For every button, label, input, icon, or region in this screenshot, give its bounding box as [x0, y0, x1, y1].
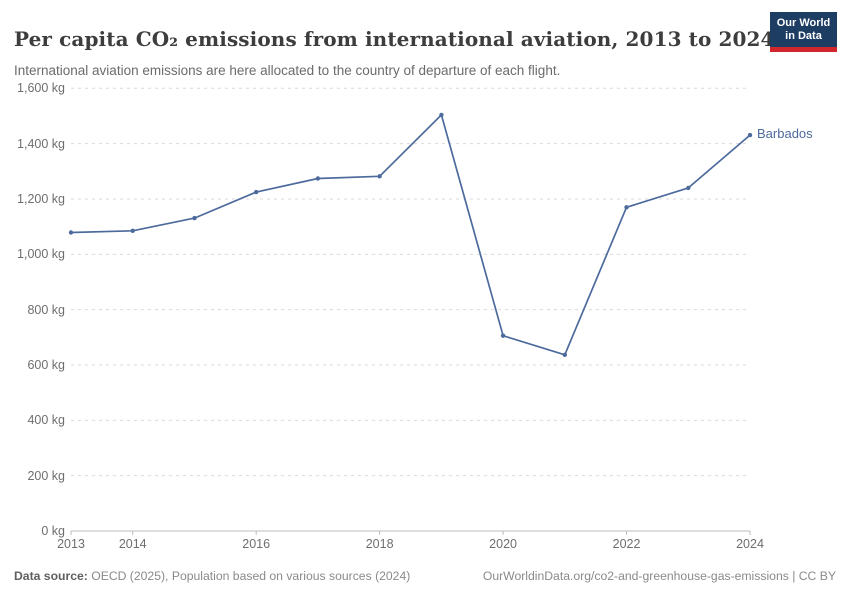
data-point-2020	[500, 333, 506, 338]
x-axis-tick-label: 2013	[57, 537, 85, 551]
x-axis-tick-label: 2022	[612, 537, 641, 551]
data-source-text: OECD (2025), Population based on various…	[87, 569, 411, 583]
owid-logo-line1: Our World	[776, 17, 831, 29]
data-point-2024	[747, 132, 753, 138]
chart-title: Per capita CO₂ emissions from internatio…	[14, 27, 775, 52]
series-line-barbados	[70, 114, 751, 356]
owid-logo-line2: in Data	[785, 30, 822, 42]
data-point-2021	[562, 352, 567, 357]
x-axis-tick-label: 2024	[736, 537, 764, 551]
x-axis-tick-label: 2016	[242, 537, 271, 551]
x-axis-tick-label: 2020	[489, 537, 517, 551]
data-point-2013	[68, 230, 74, 235]
data-point-2017	[315, 176, 321, 181]
data-point-2019	[439, 112, 444, 118]
x-axis-tick-label: 2014	[118, 537, 147, 551]
y-axis-tick-label: 1,200 kg	[17, 191, 65, 206]
data-point-2016	[254, 189, 259, 195]
chart-subtitle: International aviation emissions are her…	[14, 62, 561, 78]
data-point-2018	[377, 174, 382, 179]
y-axis-tick-label: 400 kg	[27, 413, 65, 428]
y-axis-tick-label: 800 kg	[27, 302, 65, 317]
series-end-label-barbados: Barbados	[757, 126, 813, 142]
data-point-2022	[624, 205, 629, 210]
y-axis-tick-label: 1,000 kg	[17, 247, 65, 262]
data-source-label: Data source:	[14, 569, 88, 583]
x-axis-tick-label: 2018	[365, 537, 394, 551]
owid-logo[interactable]: Our World in Data	[770, 12, 837, 52]
credit-link[interactable]: OurWorldinData.org/co2-and-greenhouse-ga…	[482, 569, 836, 583]
y-axis-tick-label: 600 kg	[27, 357, 65, 372]
data-source-note: Data source: OECD (2025), Population bas…	[14, 569, 410, 583]
data-point-2023	[686, 185, 691, 191]
y-axis-tick-label: 0 kg	[41, 524, 65, 538]
y-axis-tick-label: 1,400 kg	[17, 136, 65, 151]
data-point-2014	[130, 228, 135, 233]
y-axis-tick-label: 200 kg	[27, 468, 65, 483]
y-axis-tick-label: 1,600 kg	[17, 81, 65, 96]
data-point-2015	[192, 215, 197, 221]
